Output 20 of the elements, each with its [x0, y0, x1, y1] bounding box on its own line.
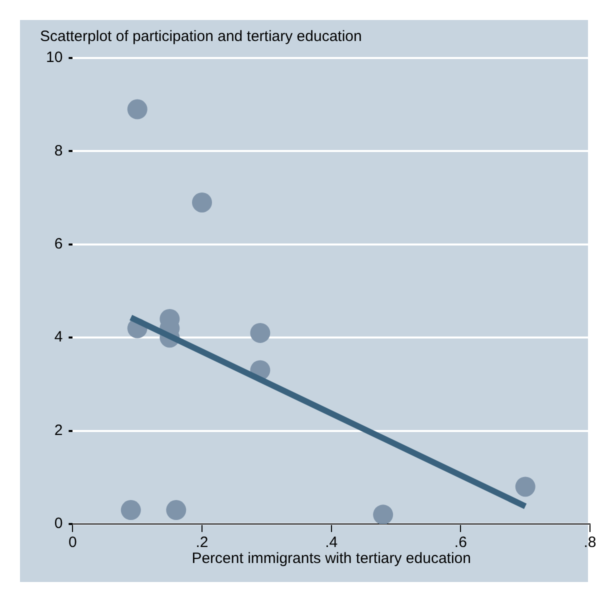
x-tick-label: 0	[68, 534, 77, 552]
x-tick-label: .8	[584, 534, 596, 552]
x-tick-label: .2	[196, 534, 208, 552]
point	[166, 500, 186, 520]
point	[515, 476, 536, 497]
point	[250, 322, 270, 343]
point	[192, 192, 212, 212]
y-tick-label: 6	[54, 236, 63, 253]
y-tick-label: 2	[54, 422, 63, 439]
chart-title: Scatterplot of participation and tertiary education	[40, 28, 362, 46]
x-tick-label: .4	[325, 534, 338, 552]
point	[127, 99, 148, 120]
y-tick-label: 8	[54, 142, 63, 160]
x-tick-label: .6	[454, 534, 467, 552]
y-tick-label: 0	[54, 515, 63, 532]
y-tick-label: 4	[54, 328, 63, 346]
y-tick-label: 10	[46, 49, 63, 66]
x-axis-title: Percent immigrants with tertiary education	[192, 550, 471, 568]
point	[373, 504, 394, 524]
point	[120, 500, 141, 520]
